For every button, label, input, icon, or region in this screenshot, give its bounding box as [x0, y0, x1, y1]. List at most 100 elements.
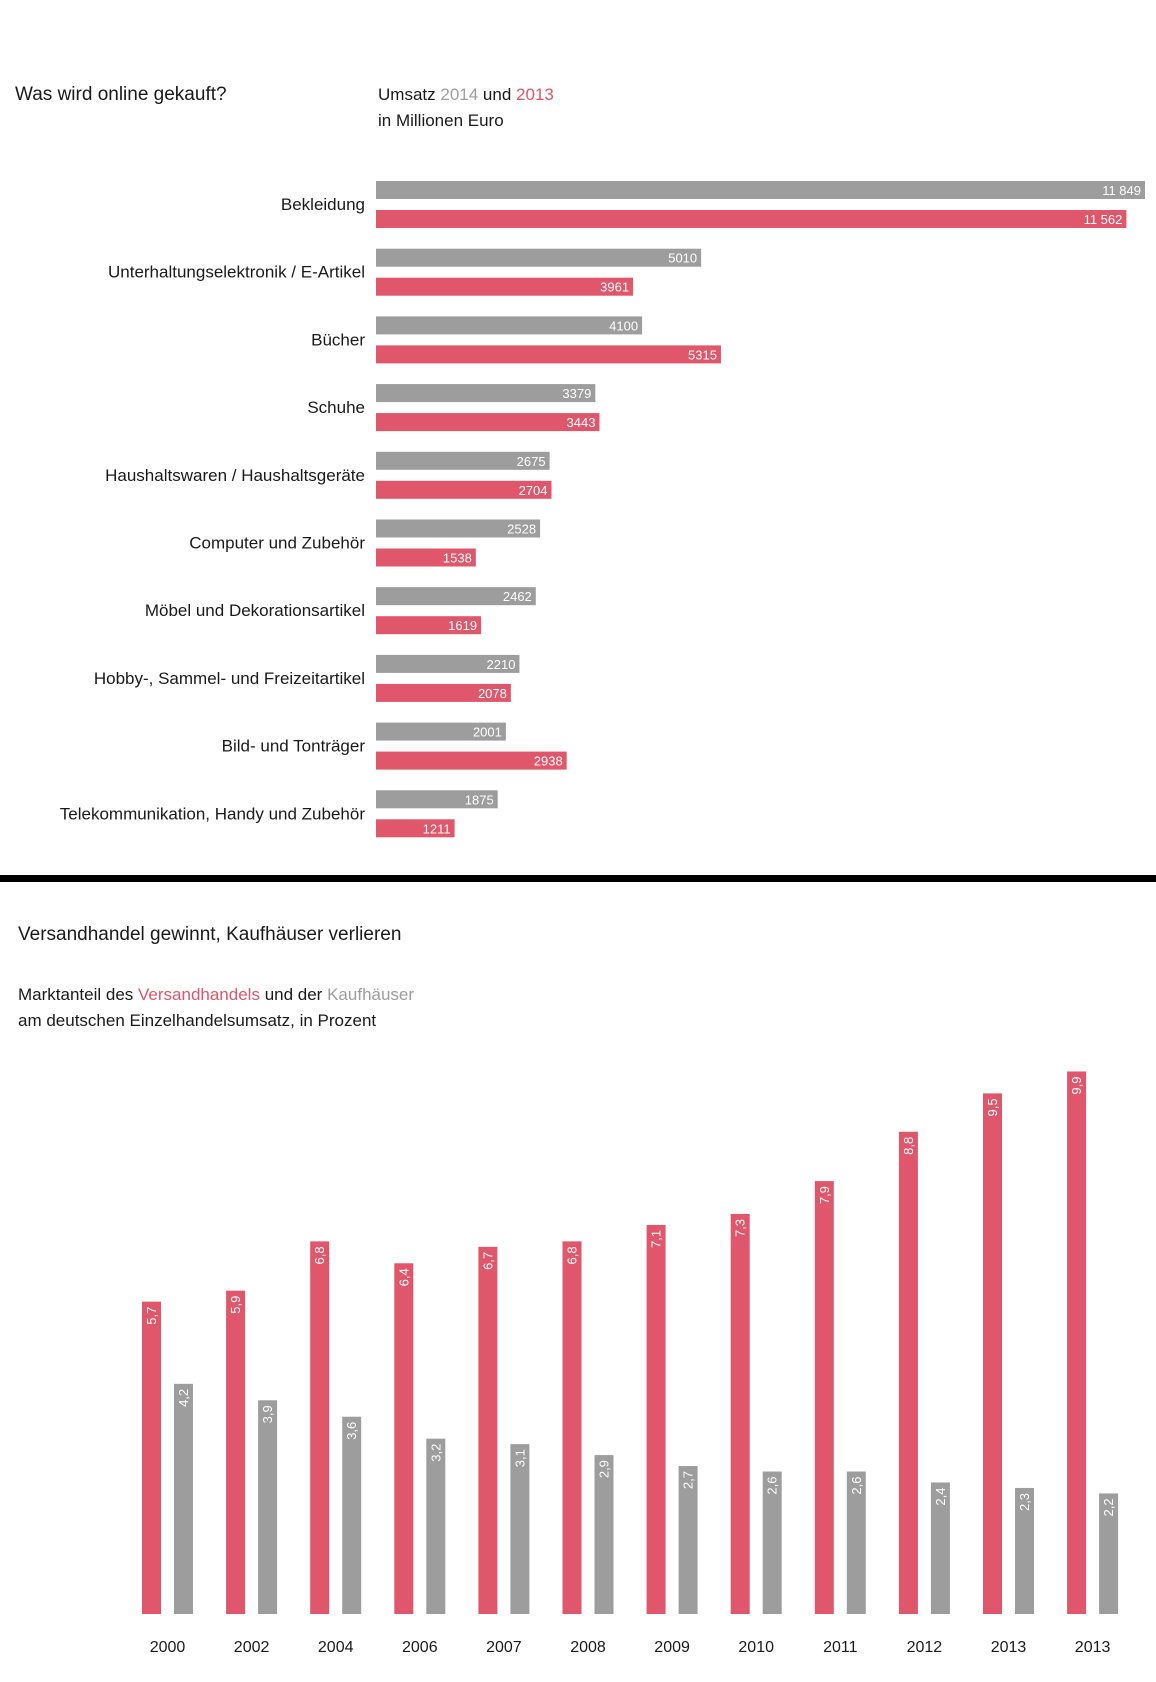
section-divider — [0, 875, 1156, 882]
bar-2013 — [376, 548, 476, 567]
bar-value-label: 11 849 — [1102, 183, 1141, 198]
bar-Versandhandels — [142, 1301, 161, 1614]
subtitle-part1: Marktanteil des — [18, 985, 134, 1004]
subtitle-line2: am deutschen Einzelhandelsumsatz, in Pro… — [18, 1011, 377, 1030]
x-tick-label: 2006 — [402, 1639, 438, 1656]
bar-Versandhandels — [226, 1290, 246, 1614]
category-label: Möbel und Dekorationsartikel — [145, 601, 365, 620]
horizontal-bar-chart: Bekleidung 11 849 11 562 Unterhaltungselekt… — [60, 181, 1145, 838]
bar-2014 — [376, 722, 506, 741]
bar-2013 — [376, 683, 511, 702]
bar-2014 — [376, 181, 1145, 199]
bar-Kaufhäuser — [426, 1438, 446, 1614]
bar-2014 — [376, 790, 498, 809]
bar-value-label: 4100 — [609, 318, 638, 333]
category-label: Unterhaltungselektronik / E-Artikel — [108, 263, 365, 282]
bar-2013 — [376, 413, 600, 432]
bar-value-label: 2675 — [517, 454, 546, 469]
bar-value-label: 3,2 — [428, 1444, 443, 1462]
bar-value-label: 6,8 — [312, 1246, 327, 1264]
category-label: Hobby-, Sammel- und Freizeitartikel — [94, 669, 365, 688]
bar-Kaufhäuser — [1099, 1493, 1119, 1614]
category-label: Computer und Zubehör — [189, 534, 365, 553]
bar-value-label: 5,7 — [144, 1307, 159, 1325]
x-tick-label: 2010 — [738, 1639, 774, 1656]
bar-value-label: 3,6 — [344, 1422, 359, 1440]
bar-value-label: 7,3 — [733, 1219, 748, 1237]
x-tick-label: 2004 — [318, 1639, 354, 1656]
bar-2014 — [376, 587, 536, 606]
top-chart-subtitle: Umsatz 2014 und 2013 in Millionen Euro — [378, 82, 554, 134]
bar-Kaufhäuser — [258, 1400, 278, 1614]
bottom-chart-subtitle: Marktanteil des Versandhandels und der K… — [18, 982, 414, 1034]
bar-value-label: 1538 — [443, 551, 472, 566]
bar-value-label: 2704 — [519, 483, 548, 498]
bar-value-label: 9,9 — [1069, 1076, 1084, 1094]
bar-2013 — [376, 616, 482, 635]
bar-value-label: 3379 — [562, 386, 591, 401]
bar-value-label: 1211 — [423, 821, 451, 836]
subtitle-part2: und der — [264, 985, 323, 1004]
bar-Kaufhäuser — [678, 1466, 698, 1614]
x-tick-label: 2011 — [823, 1639, 858, 1656]
bottom-chart-title: Versandhandel gewinnt, Kaufhäuser verlie… — [18, 924, 402, 945]
category-label: Bekleidung — [281, 195, 365, 214]
bar-value-label: 3443 — [567, 415, 596, 430]
bar-2013 — [376, 819, 455, 838]
bar-Versandhandels — [898, 1131, 918, 1614]
bar-value-label: 3,9 — [260, 1405, 275, 1423]
bar-Versandhandels — [394, 1263, 414, 1614]
x-tick-label: 2013 — [1075, 1639, 1111, 1656]
subtitle-red-word: Versandhandels — [138, 985, 260, 1004]
bar-Versandhandels — [562, 1241, 582, 1614]
bar-value-label: 6,8 — [565, 1246, 580, 1264]
bar-2014 — [376, 316, 643, 335]
bar-Versandhandels — [983, 1093, 1002, 1614]
bar-value-label: 2,6 — [849, 1477, 864, 1495]
bar-Kaufhäuser — [762, 1471, 782, 1614]
bar-value-label: 2078 — [478, 686, 507, 701]
bar-value-label: 2210 — [487, 657, 516, 672]
bar-value-label: 2001 — [473, 725, 502, 740]
bar-Kaufhäuser — [1015, 1487, 1034, 1614]
x-tick-label: 2000 — [150, 1639, 186, 1656]
x-tick-label: 2008 — [570, 1639, 606, 1656]
bar-value-label: 2,7 — [681, 1471, 696, 1489]
bar-Versandhandels — [730, 1213, 750, 1614]
bar-value-label: 5010 — [668, 251, 697, 266]
x-tick-label: 2013 — [991, 1639, 1027, 1656]
bar-value-label: 2,9 — [597, 1460, 612, 1478]
bar-Kaufhäuser — [174, 1383, 193, 1614]
category-label: Bild- und Tonträger — [222, 737, 366, 756]
bar-2013 — [376, 751, 567, 770]
bar-Versandhandels — [478, 1246, 498, 1614]
bar-value-label: 5315 — [688, 347, 717, 362]
subtitle-year-2013: 2013 — [516, 85, 554, 104]
bar-Versandhandels — [310, 1241, 330, 1614]
bar-value-label: 2,6 — [765, 1477, 780, 1495]
x-tick-label: 2012 — [907, 1639, 943, 1656]
subtitle-year-2014: 2014 — [440, 85, 479, 104]
bar-value-label: 1619 — [448, 618, 477, 633]
category-label: Haushaltswaren / Haushaltsgeräte — [105, 466, 365, 485]
bar-value-label: 2528 — [507, 522, 536, 537]
bar-value-label: 2,4 — [933, 1487, 948, 1505]
subtitle-unit: in Millionen Euro — [378, 111, 504, 130]
bar-Kaufhäuser — [846, 1471, 866, 1614]
category-label: Schuhe — [307, 398, 365, 417]
x-tick-label: 2009 — [654, 1639, 690, 1656]
bar-value-label: 6,4 — [396, 1268, 411, 1286]
bar-2013 — [376, 345, 721, 364]
bar-value-label: 4,2 — [176, 1389, 191, 1407]
bar-Kaufhäuser — [342, 1416, 362, 1614]
bar-2013 — [376, 480, 552, 499]
bar-2013 — [376, 210, 1127, 228]
bar-value-label: 7,9 — [817, 1186, 832, 1204]
bar-2013 — [376, 277, 634, 296]
x-tick-label: 2007 — [486, 1639, 522, 1656]
category-label: Bücher — [311, 330, 365, 349]
bar-value-label: 2462 — [503, 589, 532, 604]
subtitle-mid: und — [482, 85, 512, 104]
bar-Kaufhäuser — [930, 1482, 950, 1614]
x-tick-label: 2002 — [234, 1639, 270, 1656]
